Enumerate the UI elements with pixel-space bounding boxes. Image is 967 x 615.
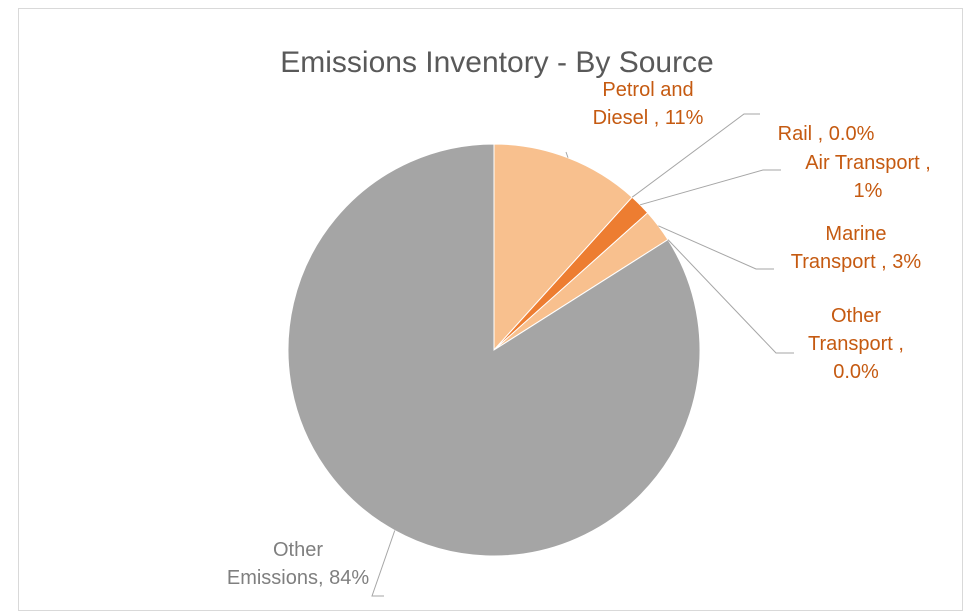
data-label-petrol-and-diesel: Petrol and Diesel , 11% bbox=[593, 79, 704, 129]
data-labels: Petrol and Diesel , 11% Rail , 0.0% Air Tra… bbox=[227, 79, 931, 589]
leader-line-other-emissions bbox=[371, 530, 396, 597]
leader-line-marine-transport bbox=[658, 225, 774, 270]
data-label-rail: Rail , 0.0% bbox=[778, 123, 875, 145]
data-label-air-transport: Air Transport , 1% bbox=[805, 152, 931, 202]
slice-other-emissions bbox=[287, 143, 701, 557]
leader-lines bbox=[371, 113, 794, 597]
data-label-other-transport: Other Transport , 0.0% bbox=[808, 305, 904, 383]
leader-line-rail bbox=[631, 113, 760, 198]
data-label-other-emissions: Other Emissions, 84% bbox=[227, 539, 369, 589]
leader-line-petrol-and-diesel bbox=[565, 151, 569, 158]
pie-slices bbox=[287, 143, 701, 557]
data-label-marine-transport: Marine Transport , 3% bbox=[791, 223, 922, 273]
slice-petrol-and-diesel bbox=[493, 143, 633, 352]
leader-line-other-transport bbox=[667, 239, 794, 354]
leader-line-air-transport bbox=[639, 169, 781, 206]
chart-title: Emissions Inventory - By Source bbox=[280, 46, 714, 79]
